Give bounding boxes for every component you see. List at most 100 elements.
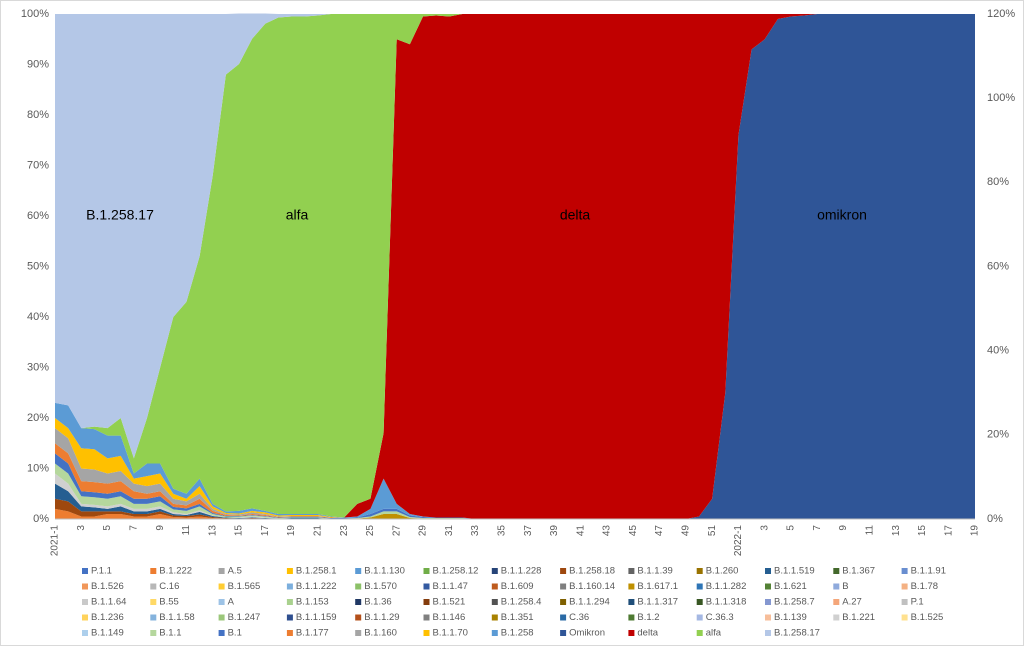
legend-swatch	[82, 614, 88, 621]
legend-swatch	[286, 614, 293, 621]
x-tick-label: 51	[707, 525, 718, 537]
legend-swatch	[765, 568, 771, 574]
x-tick-label: 49	[680, 525, 691, 537]
legend-label: B.1.1.58	[159, 612, 194, 623]
legend-swatch	[901, 599, 908, 605]
legend-label: B.1.570	[364, 581, 397, 592]
legend-swatch	[628, 630, 635, 636]
legend-swatch	[560, 568, 567, 574]
legend-label: B.1.609	[501, 581, 534, 592]
legend-swatch	[423, 614, 430, 621]
x-tick-label: 29	[418, 525, 429, 537]
legend-label: B.1.1.47	[433, 581, 468, 592]
annotation: B.1.258.17	[86, 207, 154, 223]
legend-label: B.1.36	[364, 597, 391, 608]
legend-label: B	[842, 581, 848, 592]
legend-label: B.1.1.318	[706, 597, 747, 608]
x-tick-label: 15	[234, 525, 245, 537]
y2-tick-label: 100%	[987, 92, 1015, 104]
legend-swatch	[218, 599, 225, 605]
legend-label: B.1.258.17	[774, 628, 820, 639]
legend-label: B.1.525	[911, 612, 944, 623]
area	[55, 14, 975, 518]
area	[55, 13, 975, 459]
legend-swatch	[833, 568, 840, 574]
x-tick-label: 33	[470, 525, 481, 537]
legend-swatch	[696, 630, 703, 636]
legend-label: A.5	[228, 566, 242, 577]
legend-label: B.1.1	[159, 628, 181, 639]
legend-swatch	[833, 599, 840, 605]
legend-swatch	[423, 583, 430, 590]
legend-swatch	[150, 630, 157, 636]
legend-label: B.1.139	[774, 612, 807, 623]
x-tick-label: 15	[917, 525, 928, 537]
legend-label: B.1.351	[501, 612, 534, 623]
x-tick-label: 19	[970, 525, 981, 537]
legend-swatch	[696, 583, 703, 590]
y-tick-label: 60%	[27, 210, 49, 222]
y-tick-label: 50%	[27, 260, 49, 272]
area	[55, 14, 975, 519]
legend-label: B.1.521	[433, 597, 466, 608]
legend-swatch	[833, 583, 840, 590]
x-tick-label: 3	[759, 525, 770, 531]
legend-label: B.1.1.29	[364, 612, 399, 623]
legend-swatch	[560, 614, 567, 621]
legend-swatch	[696, 568, 703, 574]
legend-swatch	[560, 599, 567, 605]
y-tick-label: 70%	[27, 159, 49, 171]
legend-swatch	[901, 614, 908, 621]
x-tick-label: 21	[312, 525, 323, 537]
x-tick-label: 23	[339, 525, 350, 537]
legend-label: B.55	[159, 597, 179, 608]
legend-swatch	[82, 599, 88, 605]
x-tick-label: 35	[496, 525, 507, 537]
legend-label: delta	[637, 628, 658, 639]
legend-swatch	[82, 630, 88, 636]
area	[55, 508, 975, 519]
annotation: omikron	[817, 207, 867, 223]
legend-label: C.36	[569, 612, 589, 623]
x-tick-label: 9	[838, 525, 849, 531]
legend-swatch	[355, 599, 362, 605]
x-tick-label: 3	[76, 525, 87, 531]
legend-label: B.1.260	[706, 566, 739, 577]
legend-swatch	[150, 583, 157, 590]
x-tick-label: 13	[207, 525, 218, 537]
x-tick-label: 7	[128, 525, 139, 531]
legend-swatch	[491, 568, 498, 574]
legend-label: B.1.1.130	[364, 566, 405, 577]
x-tick-label: 27	[391, 525, 402, 537]
legend-label: B.1.367	[842, 566, 875, 577]
y-tick-label: 0%	[33, 513, 49, 525]
legend-swatch	[355, 583, 362, 590]
legend-swatch	[901, 583, 908, 590]
area	[55, 14, 975, 519]
legend-label: B.1.221	[842, 612, 875, 623]
legend-label: B.1.1.519	[774, 566, 815, 577]
y2-tick-label: 120%	[987, 8, 1015, 20]
legend-swatch	[491, 583, 498, 590]
legend-label: B.1.160	[364, 628, 397, 639]
x-tick-label: 13	[891, 525, 902, 537]
y2-tick-label: 20%	[987, 429, 1009, 441]
legend-swatch	[355, 568, 362, 574]
legend-label: B.1.1.70	[433, 628, 468, 639]
legend-swatch	[218, 630, 225, 636]
legend-label: B.1.1.91	[911, 566, 946, 577]
legend-label: B.1.177	[296, 628, 329, 639]
legend-swatch	[423, 568, 430, 574]
legend-swatch	[628, 599, 635, 605]
x-tick-label: 45	[628, 525, 639, 537]
x-tick-label: 31	[444, 525, 455, 537]
x-tick-label: 7	[812, 525, 823, 531]
x-tick-label: 11	[181, 525, 192, 536]
legend-swatch	[150, 568, 157, 574]
x-tick-label: 39	[549, 525, 560, 537]
x-tick-label: 17	[943, 525, 954, 537]
y-tick-label: 40%	[27, 311, 49, 323]
legend-label: B.1.1.39	[637, 566, 672, 577]
legend-label: B.1.1.228	[501, 566, 542, 577]
legend-swatch	[628, 568, 635, 574]
